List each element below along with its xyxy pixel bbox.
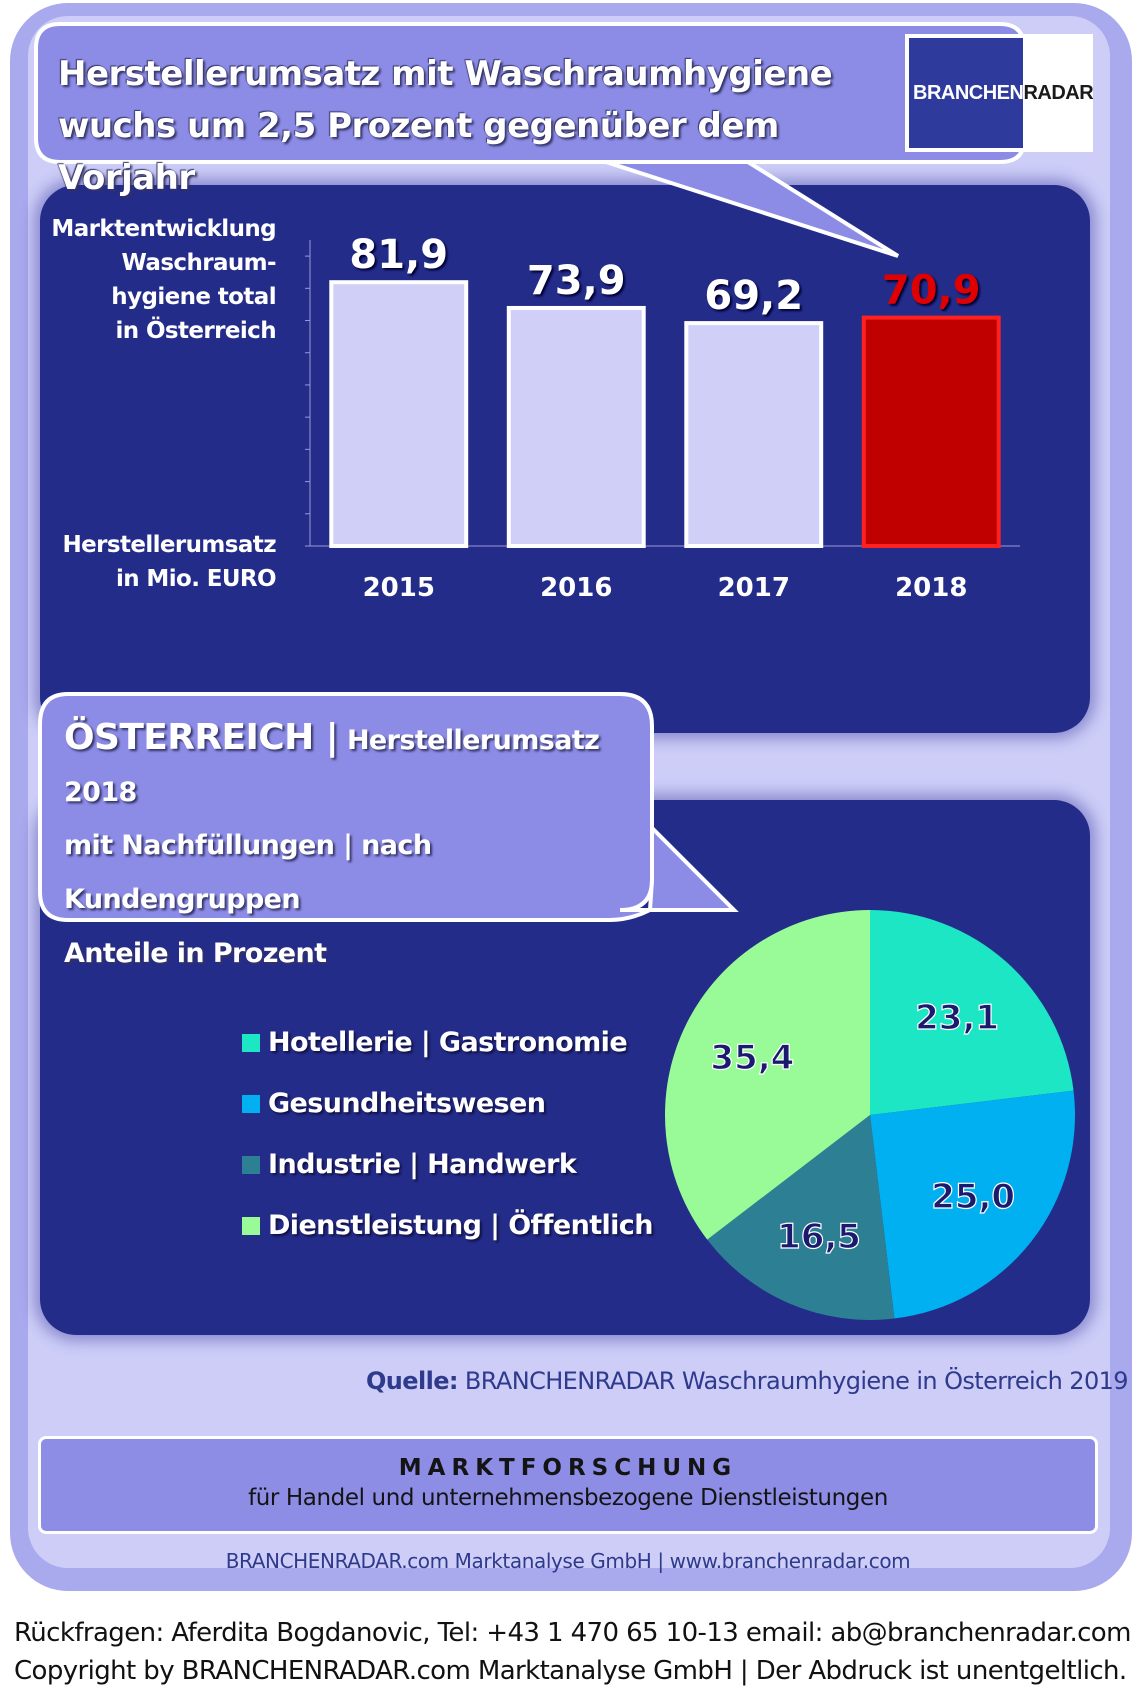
bar-2017 <box>684 321 824 548</box>
bar-value-label: 81,9 <box>349 232 448 278</box>
x-tick-label: 2017 <box>718 573 790 603</box>
legend-item: Dienstleistung | Öffentlich <box>242 1195 653 1256</box>
pie-slice-1 <box>870 910 1074 1115</box>
legend-swatch <box>242 1094 260 1113</box>
copyright-line: Copyright by BRANCHENRADAR.com Marktanal… <box>14 1656 1127 1686</box>
logo-square <box>909 38 1023 148</box>
x-tick-label: 2018 <box>895 573 967 603</box>
legend-label: Dienstleistung | Öffentlich <box>268 1210 653 1241</box>
legend-label: Industrie | Handwerk <box>268 1149 577 1180</box>
legend-item: Industrie | Handwerk <box>242 1134 653 1195</box>
pie-title-line-2: mit Nachfüllungen | nach Kundengruppen <box>64 830 432 915</box>
legend-label: Hotellerie | Gastronomie <box>268 1027 628 1058</box>
bar-2016 <box>506 305 646 548</box>
bar-chart-title-line-4: in Österreich <box>115 318 277 344</box>
x-tick-label: 2015 <box>363 573 435 603</box>
pie-slice-3 <box>707 1115 895 1320</box>
pie-chart: 23,1 25,0 16,5 35,4 <box>665 910 1075 1320</box>
contact-line: Rückfragen: Aferdita Bogdanovic, Tel: +4… <box>14 1618 1131 1648</box>
legend-item: Hotellerie | Gastronomie <box>242 1012 653 1073</box>
bar-chart: 81,9 2015 73,9 2016 69,2 2017 70,9 2018 <box>305 232 1020 603</box>
bar-chart-ylabel-line-1: Herstellerumsatz <box>62 532 276 558</box>
bar-value-label: 69,2 <box>704 273 803 319</box>
bar-2015 <box>329 280 469 548</box>
bar-chart-ylabel: Herstellerumsatz in Mio. EURO <box>50 528 276 596</box>
source-note: Quelle: BRANCHENRADAR Waschraumhygiene i… <box>366 1367 1129 1395</box>
legend-swatch <box>242 1033 260 1052</box>
legend-swatch <box>242 1216 260 1235</box>
bar-chart-title-line-3: hygiene total <box>111 284 276 310</box>
pie-title-line-1: ÖSTERREICH | Herstellerumsatz 2018 <box>64 717 600 808</box>
legend-label: Gesundheitswesen <box>268 1088 546 1119</box>
bar-chart-title-line-1: Marktentwicklung <box>51 216 276 242</box>
pie-chart-title: ÖSTERREICH | Herstellerumsatz 2018 mit N… <box>64 712 664 981</box>
bar-chart-title-line-2: Waschraum- <box>121 250 276 276</box>
headline-line-1: Herstellerumsatz mit Waschraumhygiene <box>58 54 833 94</box>
footer-title: MARKTFORSCHUNG <box>398 1455 738 1481</box>
pie-slice-2 <box>870 1090 1075 1319</box>
company-line: BRANCHENRADAR.com Marktanalyse GmbH | ww… <box>225 1549 911 1573</box>
pie-title-line-3: Anteile in Prozent <box>64 938 327 969</box>
footer-subtitle: für Handel und unternehmensbezogene Dien… <box>248 1485 888 1511</box>
legend-swatch <box>242 1155 260 1174</box>
logo-text: BRANCHENRADAR <box>913 82 1094 104</box>
bar-value-label: 73,9 <box>527 258 626 304</box>
footer-box: MARKTFORSCHUNG für Handel und unternehme… <box>38 1436 1098 1534</box>
pie-slice-4 <box>665 910 870 1240</box>
branchenradar-logo: BRANCHENRADAR <box>905 34 1094 152</box>
pie-value-label: 25,0 <box>931 1177 1015 1217</box>
source-text: BRANCHENRADAR Waschraumhygiene in Österr… <box>457 1367 1129 1395</box>
source-label: Quelle: <box>366 1367 459 1395</box>
headline: Herstellerumsatz mit Waschraumhygiene wu… <box>58 48 888 204</box>
bar-2018 <box>861 315 1001 548</box>
bar-chart-ylabel-line-2: in Mio. EURO <box>115 566 277 592</box>
pie-value-label: 35,4 <box>710 1038 794 1078</box>
bar-chart-title: Marktentwicklung Waschraum- hygiene tota… <box>50 212 276 348</box>
pie-value-label: 16,5 <box>777 1217 861 1257</box>
headline-line-2: wuchs um 2,5 Prozent gegenüber dem Vorja… <box>58 106 779 198</box>
bar-value-label: 70,9 <box>882 268 981 314</box>
pie-legend: Hotellerie | Gastronomie Gesundheitswesen… <box>242 1012 653 1256</box>
x-tick-label: 2016 <box>540 573 612 603</box>
legend-item: Gesundheitswesen <box>242 1073 653 1134</box>
pie-value-label: 23,1 <box>915 998 999 1038</box>
